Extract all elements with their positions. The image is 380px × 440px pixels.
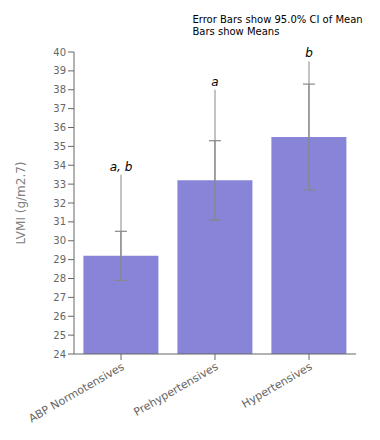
svg-text:27: 27 [53,292,66,303]
html-text:Error Bars show 95.0% CI of Me: Error Bars show 95.0% CI of Mean Bars sh… [192,14,363,37]
svg-text:26: 26 [53,311,66,322]
svg-text:32: 32 [53,198,66,209]
svg-text:40: 40 [53,47,66,58]
svg-text:30: 30 [53,235,66,246]
svg-text:34: 34 [53,160,66,171]
svg-text:31: 31 [53,216,66,227]
svg-text:39: 39 [53,65,66,76]
svg-text:36: 36 [53,122,66,133]
svg-text:28: 28 [53,273,66,284]
svg-text:38: 38 [53,84,66,95]
svg-text:LVMI (g/m2.7): LVMI (g/m2.7) [14,161,28,244]
svg-text:35: 35 [53,141,66,152]
svg-text:33: 33 [53,179,66,190]
svg-text:a, b: a, b [110,160,133,174]
svg-text:ABP Normotensives: ABP Normotensives [27,360,127,425]
svg-text:24: 24 [53,349,66,360]
svg-text:37: 37 [53,103,66,114]
svg-text:Hypertensives: Hypertensives [240,360,315,411]
svg-text:Prehypertensives: Prehypertensives [132,360,221,419]
svg-text:29: 29 [53,254,66,265]
svg-text:a: a [211,75,218,89]
svg-text:25: 25 [53,330,66,341]
svg-text:b: b [305,46,313,60]
